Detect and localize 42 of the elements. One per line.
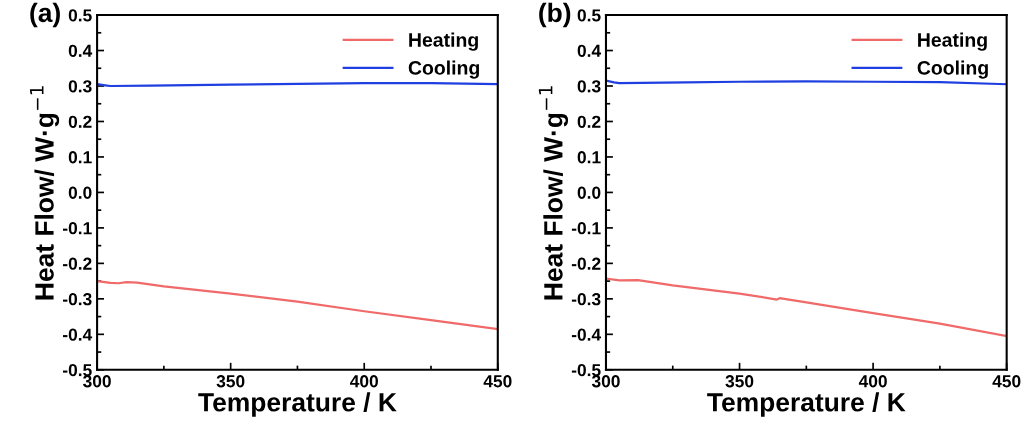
y-tick-label: -0.2	[571, 257, 601, 270]
chart-title: (a)	[30, 2, 60, 28]
line-series	[605, 277, 1007, 338]
x-tick-label: 350	[216, 375, 245, 388]
y-tick-label: 0.1	[577, 151, 601, 164]
legend-label: Cooling	[917, 60, 988, 79]
line-series	[97, 280, 498, 331]
y-tick-label: 0.3	[68, 80, 92, 93]
x-axis-title: Temperature / K	[198, 392, 397, 417]
y-tick-label: 0.0	[577, 186, 601, 199]
chart-title: (b)	[539, 2, 571, 28]
y-tick-label: 0.3	[577, 80, 601, 93]
legend-label: Heating	[918, 32, 987, 51]
y-tick-label: -0.1	[571, 222, 601, 235]
y-tick-label: -0.3	[571, 293, 601, 306]
y-tick-label: -0.5	[571, 363, 601, 377]
y-tick-label: 0.5	[68, 9, 92, 22]
y-tick-label: -0.2	[62, 257, 92, 270]
y-tick-label: 0.2	[577, 115, 601, 128]
y-tick-label: 0.0	[68, 186, 92, 199]
legend-label: Heating	[409, 32, 478, 51]
x-tick-label: 450	[483, 375, 512, 388]
x-axis-title: Temperature / K	[707, 392, 906, 417]
x-tick-label: 300	[591, 375, 620, 388]
y-tick-label: 0.4	[68, 44, 93, 57]
x-tick-label: 450	[992, 375, 1021, 388]
y-tick-label: 0.5	[577, 9, 601, 22]
legend-label: Cooling	[408, 60, 479, 79]
y-tick-label: -0.5	[62, 363, 92, 377]
y-tick-label: 0.4	[577, 44, 602, 57]
y-tick-label: -0.4	[62, 328, 93, 341]
y-axis-title: Heat Flow/ W·g$^{−1}$	[29, 86, 60, 300]
y-tick-label: -0.4	[571, 328, 602, 341]
x-tick-label: 400	[858, 375, 887, 388]
y-tick-label: -0.3	[62, 293, 92, 306]
y-axis-title: Heat Flow/ W·g$^{−1}$	[538, 86, 569, 300]
x-tick-label: 350	[725, 375, 754, 388]
y-tick-label: 0.1	[68, 151, 92, 164]
y-tick-label: 0.2	[68, 115, 92, 128]
y-tick-label: -0.1	[62, 222, 92, 235]
x-tick-label: 400	[350, 375, 378, 388]
x-tick-label: 300	[83, 375, 111, 388]
